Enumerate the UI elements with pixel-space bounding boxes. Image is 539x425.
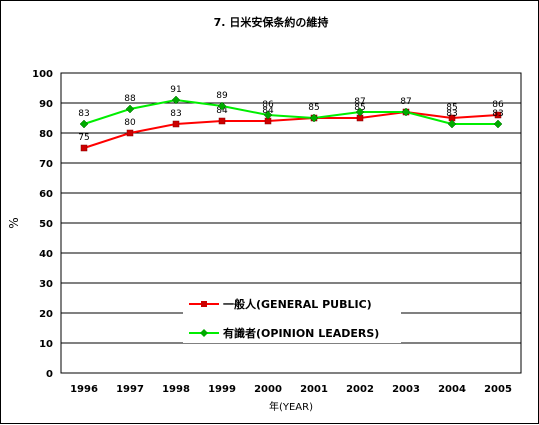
x-tick-label: 2000 [254,384,282,395]
data-label: 83 [492,109,503,119]
legend-label: 有識者(OPINION LEADERS) [223,326,379,340]
legend-label: 一般人(GENERAL PUBLIC) [223,297,372,311]
data-label: 86 [492,100,504,110]
data-point [80,144,88,152]
y-tick-label: 80 [39,129,53,140]
x-tick-label: 1997 [116,384,144,395]
data-label: 86 [262,100,274,110]
data-point [447,119,457,129]
y-tick-label: 30 [39,279,53,290]
data-label: 84 [216,106,228,116]
y-tick-label: 40 [39,249,53,260]
gridlines [61,102,521,344]
y-tick-labels: 0 10 20 30 40 50 60 70 80 90 100 [32,69,53,380]
y-tick-label: 10 [39,339,53,350]
x-tick-label: 2002 [346,384,374,395]
data-point [171,95,181,105]
y-tick-label: 50 [39,219,53,230]
data-point [125,104,135,114]
data-label: 87 [354,97,365,107]
y-tick-label: 60 [39,189,53,200]
data-point [355,107,365,117]
chart-title: 7. 日米安保条約の維持 [214,15,329,29]
data-point [263,110,273,120]
data-label: 91 [170,85,181,95]
legend-bg [183,321,401,343]
data-point [218,117,226,125]
series-1: 75808384848585878586 [78,97,504,152]
data-label: 89 [216,91,228,101]
y-tick-label: 90 [39,99,53,110]
data-label: 80 [124,118,136,128]
y-tick-label: 100 [32,69,53,80]
data-point [401,107,411,117]
y-tick-label: 20 [39,309,53,320]
data-label: 83 [446,109,457,119]
series-line [83,98,498,125]
data-point [309,113,319,123]
y-tick-label: 0 [46,369,53,380]
data-label: 75 [78,133,89,143]
data-label: 83 [78,109,89,119]
x-tick-label: 2005 [484,384,512,395]
data-label: 85 [308,103,319,113]
plot-area [60,72,522,374]
x-tick-labels: 1996 1997 1998 1999 2000 2001 2002 2003 2004 2005 [70,384,512,395]
data-label: 83 [170,109,181,119]
data-point [172,120,180,128]
series-line [83,110,499,149]
data-point [126,129,134,137]
data-label: 88 [124,94,136,104]
data-label: 87 [400,97,411,107]
x-tick-label: 2003 [392,384,420,395]
data-point [79,119,89,129]
y-tick-label: 70 [39,159,53,170]
legend: 一般人(GENERAL PUBLIC) 有識者(OPINION LEADERS) [183,292,401,343]
x-tick-label: 2001 [300,384,328,395]
x-tick-label: 1999 [208,384,236,395]
x-tick-label: 1996 [70,384,98,395]
data-point [493,119,503,129]
data-point [494,111,502,119]
x-tick-label: 1998 [162,384,190,395]
series-group: 758083848485858785868388918986878383 [78,85,504,152]
legend-marker [201,301,207,307]
series-2: 83 88 91 89 86 87 83 83 [78,85,504,129]
data-label: 85 [446,103,457,113]
legend-marker [200,329,208,337]
x-tick-label: 2004 [438,384,466,395]
legend-bg [183,292,401,314]
x-axis-label: 年(YEAR) [269,400,313,413]
y-axis-label: % [7,217,21,228]
data-point [217,101,227,111]
